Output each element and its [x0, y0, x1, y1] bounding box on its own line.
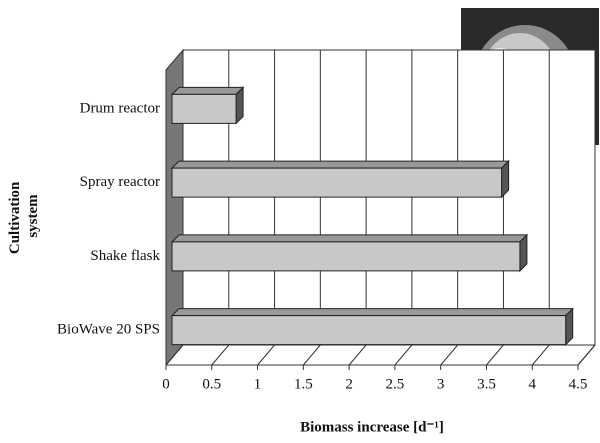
x-tick-label: 4 — [528, 376, 536, 392]
bar-side — [565, 307, 574, 346]
x-axis-label: Biomass increase [d⁻¹] — [300, 419, 444, 435]
x-tick-label: 2.5 — [386, 376, 405, 392]
y-axis-label: Cultivation system — [7, 178, 41, 254]
x-tick-label: 0 — [162, 376, 170, 392]
y-tick-label: Spray reactor — [80, 174, 160, 190]
y-tick-label: BioWave 20 SPS — [57, 322, 160, 338]
bar-side — [501, 159, 510, 199]
floor-line — [531, 344, 550, 366]
x-tick-label: 2 — [345, 376, 353, 392]
x-tick-label: 3 — [437, 376, 445, 392]
floor-line — [165, 344, 184, 366]
floor-line — [394, 344, 413, 366]
floor-line — [211, 344, 230, 366]
x-tick-label: 4.5 — [569, 376, 588, 392]
x-tick-label: 1.5 — [294, 376, 313, 392]
floor-line — [348, 344, 367, 366]
floor-line — [486, 344, 504, 366]
floor-line — [302, 344, 321, 366]
y-tick-label: Drum reactor — [80, 100, 160, 116]
bar — [171, 315, 567, 346]
y-tick-label: Shake flask — [90, 248, 160, 264]
floor-line — [257, 344, 275, 366]
y-axis-label-line: Cultivation — [7, 181, 23, 254]
bar — [171, 241, 521, 272]
bar-side — [235, 86, 244, 125]
bar-top — [170, 160, 510, 169]
bar — [171, 93, 237, 124]
bar-side — [519, 233, 528, 273]
y-axis-label-line: system — [25, 194, 41, 238]
x-tick-label: 1 — [254, 376, 262, 392]
floor-line — [440, 344, 459, 366]
floor-right — [577, 344, 596, 366]
bar-top — [170, 308, 574, 317]
bar-top — [170, 234, 529, 243]
bar — [171, 167, 503, 198]
x-tick-label: 3.5 — [477, 376, 496, 392]
x-tick-label: 0.5 — [202, 376, 221, 392]
bar-top — [170, 86, 245, 95]
